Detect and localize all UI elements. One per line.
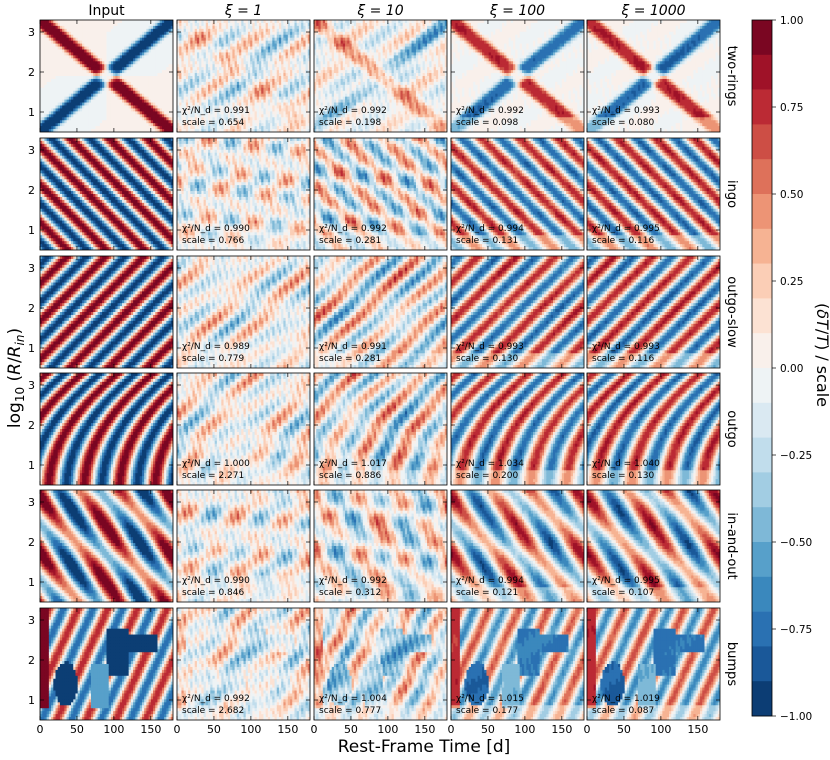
panel-two-rings-col-1: χ²/N_d = 0.991 scale = 0.654 <box>177 20 310 132</box>
scale-annotation: scale = 0.654 <box>182 118 244 128</box>
y-tick-label: 2 <box>28 66 35 79</box>
heatmap-field <box>40 20 173 132</box>
y-tick-label: 3 <box>28 26 35 39</box>
chi2-annotation: χ²/N_d = 0.991 <box>182 106 250 116</box>
y-tick-label: 1 <box>28 106 35 119</box>
panel-two-rings-col-0: 1 2 3 <box>28 20 173 132</box>
